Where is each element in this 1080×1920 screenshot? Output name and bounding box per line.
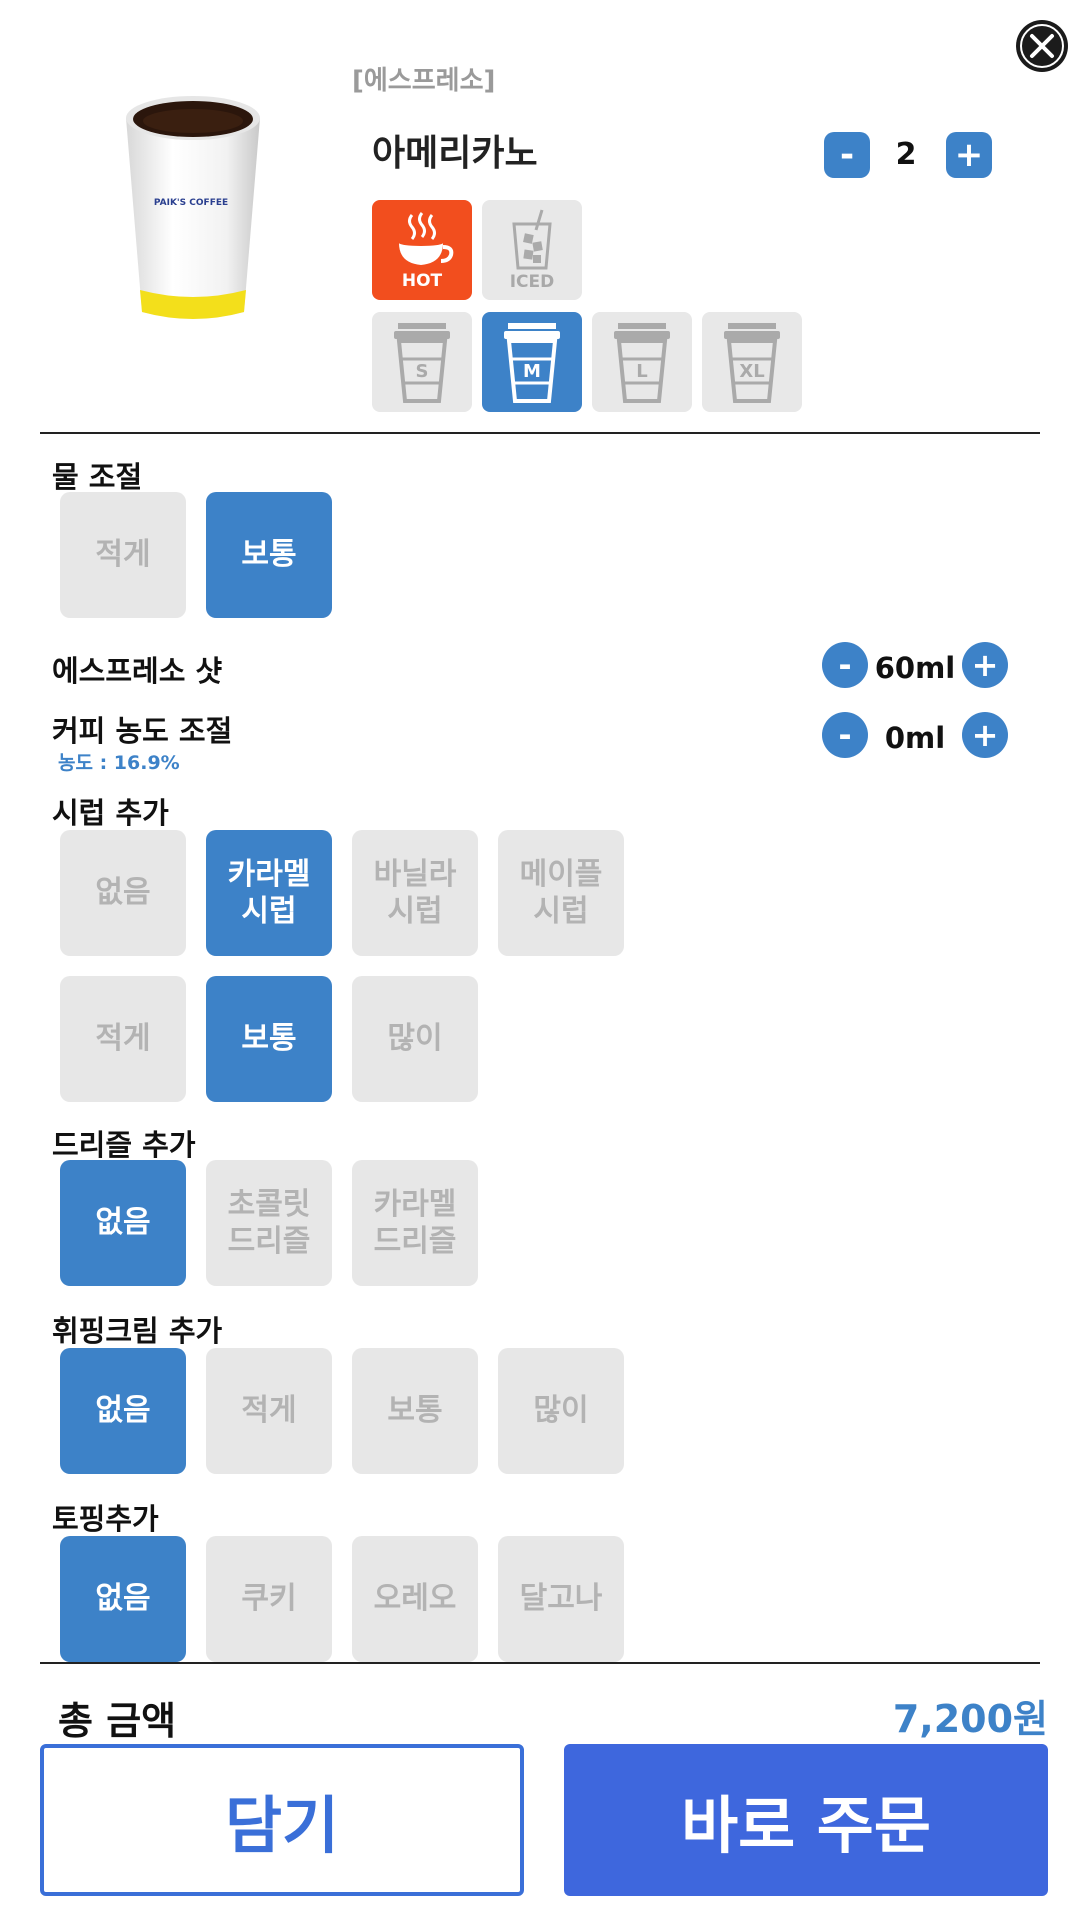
whipping-option-none[interactable]: 없음	[60, 1348, 186, 1474]
cup-size-icon: S	[394, 323, 450, 403]
drizzle-option-caramel[interactable]: 카라멜 드리즐	[352, 1160, 478, 1286]
size-l-option[interactable]: L	[592, 312, 692, 412]
quantity-increase-button[interactable]: +	[946, 132, 992, 178]
topping-option-none[interactable]: 없음	[60, 1536, 186, 1662]
divider	[40, 1662, 1040, 1664]
shot-decrease-button[interactable]: -	[822, 642, 868, 688]
topping-option-oreo[interactable]: 오레오	[352, 1536, 478, 1662]
product-name: 아메리카노	[372, 133, 538, 174]
cup-size-icon: M	[504, 323, 560, 403]
espresso-shot-title: 에스프레소 샷	[52, 654, 223, 688]
syrup-amount-less[interactable]: 적게	[60, 976, 186, 1102]
cup-size-icon: XL	[724, 323, 780, 403]
order-now-button[interactable]: 바로 주문	[564, 1744, 1048, 1896]
size-m-label: M	[523, 361, 541, 382]
total-price: 7,200원	[892, 1697, 1048, 1741]
syrup-option-maple[interactable]: 메이플 시럽	[498, 830, 624, 956]
product-image: PAIK'S COFFEE	[118, 90, 268, 330]
whipping-section-title: 휘핑크림 추가	[52, 1314, 223, 1348]
syrup-option-vanilla[interactable]: 바닐라 시럽	[352, 830, 478, 956]
total-label: 총 금액	[58, 1699, 177, 1743]
temp-iced-option[interactable]: ICED	[482, 200, 582, 300]
water-section-title: 물 조절	[52, 460, 143, 494]
whipping-option-normal[interactable]: 보통	[352, 1348, 478, 1474]
syrup-amount-normal[interactable]: 보통	[206, 976, 332, 1102]
topping-option-dalgona[interactable]: 달고나	[498, 1536, 624, 1662]
water-option-less[interactable]: 적게	[60, 492, 186, 618]
add-to-cart-button[interactable]: 담기	[40, 1744, 524, 1896]
size-s-option[interactable]: S	[372, 312, 472, 412]
temp-hot-label: HOT	[401, 271, 443, 291]
topping-option-cookie[interactable]: 쿠키	[206, 1536, 332, 1662]
quantity-value: 2	[895, 137, 917, 172]
cup-size-icon: L	[614, 323, 670, 403]
divider	[40, 432, 1040, 434]
density-note: 농도 : 16.9%	[58, 752, 180, 774]
size-l-label: L	[636, 361, 647, 382]
syrup-option-caramel[interactable]: 카라멜 시럽	[206, 830, 332, 956]
temp-hot-option[interactable]: HOT	[372, 200, 472, 300]
whipping-option-more[interactable]: 많이	[498, 1348, 624, 1474]
quantity-decrease-button[interactable]: -	[824, 132, 870, 178]
density-decrease-button[interactable]: -	[822, 712, 868, 758]
coffee-density-title: 커피 농도 조절	[52, 714, 233, 748]
syrup-option-none[interactable]: 없음	[60, 830, 186, 956]
size-s-label: S	[416, 361, 429, 382]
density-amount: 0ml	[884, 721, 946, 755]
topping-section-title: 토핑추가	[52, 1502, 159, 1536]
product-category: [에스프레소]	[352, 66, 496, 96]
size-xl-option[interactable]: XL	[702, 312, 802, 412]
drizzle-section-title: 드리즐 추가	[52, 1128, 196, 1162]
size-m-option[interactable]: M	[482, 312, 582, 412]
temp-iced-label: ICED	[509, 272, 555, 292]
close-button[interactable]	[1016, 20, 1068, 72]
drizzle-option-chocolate[interactable]: 초콜릿 드리즐	[206, 1160, 332, 1286]
shot-increase-button[interactable]: +	[962, 642, 1008, 688]
cup-brand-text: PAIK'S COFFEE	[153, 198, 229, 208]
water-option-normal[interactable]: 보통	[206, 492, 332, 618]
hot-cup-icon	[399, 212, 454, 265]
size-xl-label: XL	[739, 361, 764, 382]
whipping-option-less[interactable]: 적게	[206, 1348, 332, 1474]
syrup-amount-more[interactable]: 많이	[352, 976, 478, 1102]
close-icon	[1017, 21, 1067, 71]
syrup-section-title: 시럽 추가	[52, 796, 169, 830]
drizzle-option-none[interactable]: 없음	[60, 1160, 186, 1286]
shot-amount: 60ml	[874, 651, 956, 685]
iced-glass-icon	[512, 209, 552, 270]
density-increase-button[interactable]: +	[962, 712, 1008, 758]
